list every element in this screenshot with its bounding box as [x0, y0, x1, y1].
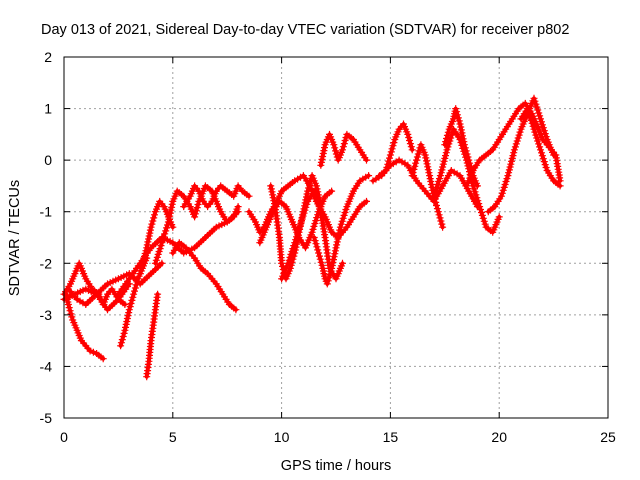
- series-arc-11: [180, 182, 253, 211]
- x-tick-label: 15: [383, 429, 399, 445]
- x-tick-label: 5: [169, 429, 177, 445]
- y-tick-labels: -5 -4 -3 -2 -1 0 1 2: [40, 49, 53, 426]
- series-arc-25: [517, 105, 564, 190]
- series-arc-4: [64, 259, 166, 308]
- y-axis-label: SDTVAR / TECUs: [7, 180, 23, 296]
- x-tick-label: 20: [491, 429, 507, 445]
- series-markers: [64, 259, 166, 308]
- plot-frame: [63, 56, 609, 419]
- axis-ticks: [63, 56, 609, 419]
- series-arc-23: [463, 99, 542, 190]
- y-tick-label: 1: [44, 101, 52, 117]
- series-markers: [180, 182, 253, 211]
- x-tick-label: 0: [60, 429, 68, 445]
- series-markers: [278, 187, 346, 283]
- y-tick-label: -5: [40, 410, 53, 426]
- x-tick-label: 10: [274, 429, 290, 445]
- x-tick-label: 25: [600, 429, 616, 445]
- series-arc-10: [169, 239, 240, 314]
- series-arc-16: [310, 172, 373, 288]
- series-arc-2: [62, 290, 107, 363]
- x-tick-labels: 0 5 10 15 20 25: [60, 429, 616, 445]
- series-markers: [317, 130, 370, 169]
- series-arc-6: [114, 208, 242, 298]
- y-tick-label: -4: [40, 358, 53, 374]
- series-markers: [169, 239, 240, 314]
- y-tick-label: -3: [40, 307, 53, 323]
- data-series: [60, 94, 564, 381]
- series-markers: [484, 94, 558, 216]
- y-tick-label: -1: [40, 204, 53, 220]
- series-arc-26: [528, 110, 564, 185]
- series-markers: [517, 105, 564, 190]
- series-arc-17: [317, 130, 370, 169]
- y-tick-label: -2: [40, 255, 53, 271]
- series-arc-8: [143, 290, 162, 381]
- series-markers: [143, 290, 162, 381]
- chart-title: Day 013 of 2021, Sidereal Day-to-day VTE…: [41, 22, 569, 38]
- series-markers: [114, 208, 242, 298]
- x-axis-label: GPS time / hours: [281, 458, 391, 474]
- series-arc-24: [484, 94, 558, 216]
- y-tick-label: 0: [44, 152, 52, 168]
- series-markers: [430, 125, 503, 236]
- series-markers: [528, 110, 564, 185]
- series-markers: [310, 172, 373, 288]
- series-markers: [62, 290, 107, 363]
- y-tick-label: 2: [44, 49, 52, 65]
